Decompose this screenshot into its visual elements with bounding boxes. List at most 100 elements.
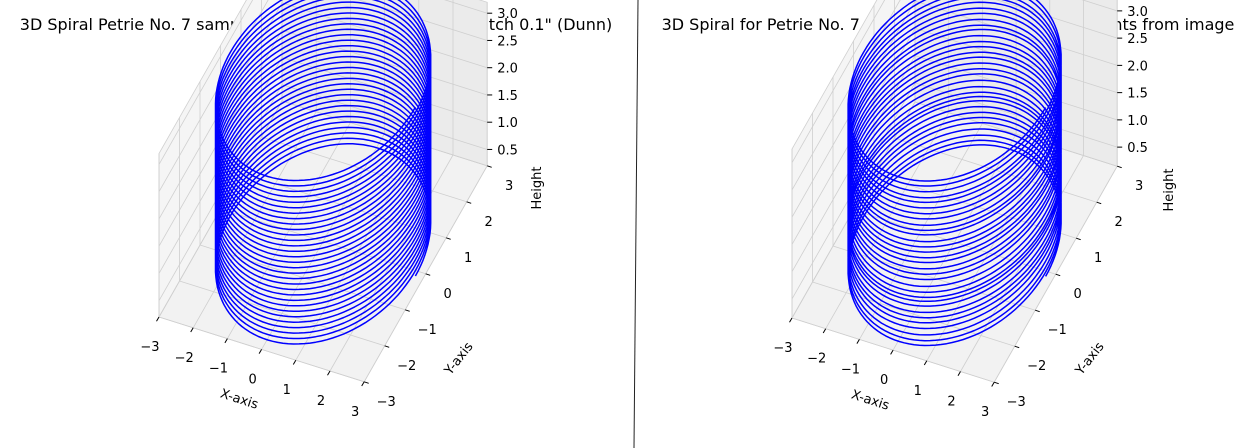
y-grid-line (914, 101, 1118, 167)
y-tick-mark (425, 273, 431, 276)
chart-left-x-axis-label: X-axis (218, 387, 260, 413)
chart-left-spiral (214, 0, 432, 345)
z-tick-label: 0.5 (497, 144, 518, 159)
x-tick-mark (361, 381, 365, 387)
y-tick-label: 1 (464, 251, 472, 266)
y-tick-mark (1014, 345, 1020, 349)
x-tick-mark (190, 327, 194, 333)
y-tick-label: 3 (1135, 179, 1143, 194)
x-tick-mark (991, 381, 995, 387)
x-tick-label: 1 (914, 384, 922, 399)
panel-divider (633, 0, 639, 448)
x-tick-label: −3 (773, 341, 792, 356)
z-tick-label: 3.0 (1127, 5, 1148, 20)
x-tick-mark (258, 349, 263, 354)
y-tick-label: −3 (1007, 395, 1026, 410)
chart-right-spiral (847, 0, 1062, 347)
x-tick-mark (327, 370, 331, 376)
chart-left-ticks: −3 −2 −1 0 1 2 3 −3 −2 −1 0 1 2 3 0.5 1.0 1.5 2.0 2.5 3.0 (140, 7, 517, 420)
y-tick-label: 1 (1094, 251, 1102, 266)
z-tick-label: 1.5 (1127, 87, 1148, 102)
z-grid-line (914, 82, 1118, 148)
chart-left: 3D Spiral Petrie No. 7 sample with 31 Tu… (20, 0, 612, 420)
x-tick-label: −2 (175, 351, 194, 366)
z-grid-line (281, 29, 488, 96)
y-tick-label: −2 (1027, 359, 1046, 374)
y-tick-label: 0 (1074, 287, 1082, 302)
spiral-line (214, 0, 432, 345)
z-grid-line (444, 0, 488, 14)
z-tick-label: 1.0 (1127, 114, 1148, 129)
x-tick-label: 3 (981, 405, 989, 420)
y-tick-label: 2 (485, 215, 493, 230)
z-grid-line (914, 28, 1118, 94)
x-tick-label: −3 (140, 340, 159, 355)
y-tick-label: −3 (377, 395, 396, 410)
y-tick-mark (405, 309, 410, 312)
chart-left-y-axis-label: Y-axis (441, 339, 476, 378)
x-tick-label: 0 (248, 372, 256, 387)
y-tick-mark (1035, 309, 1040, 313)
y-tick-mark (446, 237, 451, 240)
z-tick-label: 2.5 (497, 35, 518, 50)
z-grid-line (281, 84, 488, 150)
y-tick-mark (487, 165, 492, 168)
y-tick-label: 3 (505, 179, 513, 194)
z-tick-label: 1.5 (497, 89, 518, 104)
z-tick-label: 1.0 (497, 116, 518, 131)
x-tick-mark (856, 339, 860, 344)
y-grid-line (812, 281, 1015, 347)
x-tick-mark (822, 328, 827, 334)
y-grid-line (261, 136, 467, 203)
x-tick-label: 2 (947, 395, 955, 410)
y-tick-mark (1076, 237, 1081, 241)
x-tick-mark (957, 371, 961, 377)
chart-right-z-axis-label: Height (1162, 169, 1177, 212)
x-tick-label: 0 (880, 373, 888, 388)
y-tick-mark (1117, 165, 1122, 169)
chart-right-y-axis-label: Y-axis (1072, 339, 1107, 378)
z-grid-line (357, 0, 488, 41)
z-grid-line (1081, 0, 1118, 12)
z-tick-label: 2.0 (1127, 59, 1148, 74)
y-tick-label: −1 (1048, 323, 1067, 338)
y-tick-label: −1 (418, 323, 437, 338)
y-tick-label: −2 (397, 359, 416, 374)
chart-right: 3D Spiral for Petrie No. 7 sample using … (662, 0, 1234, 420)
z-grid-line (158, 0, 254, 165)
z-tick-label: 2.5 (1127, 32, 1148, 47)
y-tick-mark (994, 381, 999, 385)
y-tick-mark (364, 381, 369, 384)
z-tick-label: 3.0 (497, 7, 518, 22)
x-tick-mark (156, 316, 160, 322)
chart-right-ticks: −3 −2 −1 0 1 2 3 −3 −2 −1 0 1 2 3 0.5 1.0 1.5 2.0 2.5 3.0 (773, 5, 1147, 420)
spiral-line (847, 0, 1062, 347)
x-tick-mark (789, 317, 793, 323)
y-grid-line (179, 280, 385, 347)
x-tick-mark (224, 338, 228, 344)
chart-right-x-axis-label: X-axis (849, 388, 891, 414)
x-tick-label: 1 (283, 383, 291, 398)
x-tick-label: −2 (807, 352, 826, 367)
z-grid-line (914, 0, 1118, 66)
y-tick-label: 0 (444, 287, 452, 302)
x-tick-label: −1 (209, 362, 228, 377)
y-tick-mark (466, 201, 472, 204)
y-grid-line (199, 244, 406, 311)
y-tick-mark (1096, 201, 1102, 205)
x-tick-label: 2 (317, 394, 325, 409)
y-tick-mark (1055, 273, 1061, 277)
z-grid-line (791, 0, 886, 163)
x-tick-mark (923, 360, 928, 366)
x-tick-mark (890, 349, 894, 355)
x-tick-mark (292, 359, 297, 365)
chart-left-z-axis-label: Height (530, 167, 545, 210)
x-tick-label: −1 (841, 362, 860, 377)
z-tick-label: 2.0 (497, 62, 518, 77)
z-tick-label: 0.5 (1127, 141, 1148, 156)
x-tick-label: 3 (351, 405, 359, 420)
y-tick-mark (384, 345, 390, 348)
z-grid-line (995, 0, 1118, 39)
y-tick-label: 2 (1115, 215, 1123, 230)
